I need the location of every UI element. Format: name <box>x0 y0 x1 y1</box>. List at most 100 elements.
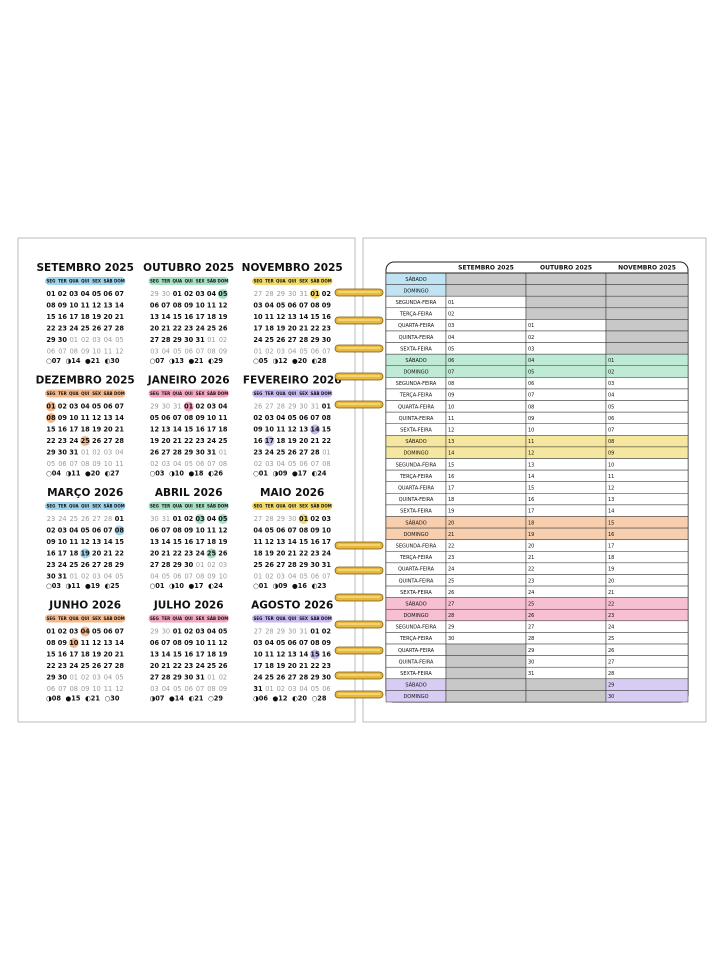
table-cell <box>605 690 689 703</box>
day-number: 02 <box>322 628 332 636</box>
weekday-cell: TERÇA-FEIRA <box>399 312 433 318</box>
day-number: 06 <box>196 460 204 468</box>
table-cell <box>445 655 527 668</box>
table-cell <box>525 400 607 413</box>
month-title: JANEIRO 2026 <box>147 375 230 387</box>
day-number: 11 <box>276 426 286 434</box>
weekday-label: QUI <box>185 616 194 621</box>
day-number: 29 <box>115 561 125 569</box>
day-number: 03 <box>196 628 206 636</box>
day-number: 10 <box>322 527 332 535</box>
date-cell: 30 <box>528 659 534 665</box>
weekday-label: SEG <box>150 391 159 396</box>
moon-phase: ○28 <box>312 695 327 703</box>
weekday-label: DOM <box>218 278 229 283</box>
date-cell: 18 <box>448 497 454 503</box>
moon-phase: ●17 <box>189 582 204 590</box>
day-number: 10 <box>265 426 275 434</box>
table-cell <box>525 551 607 564</box>
day-number: 07 <box>58 348 66 356</box>
day-number: 04 <box>173 460 181 468</box>
moon-phase: ●17 <box>292 470 307 478</box>
table-cell <box>445 330 527 343</box>
day-number: 07 <box>115 403 125 411</box>
day-number: 09 <box>81 348 89 356</box>
table-cell <box>525 527 607 540</box>
day-number: 28 <box>104 515 112 523</box>
table-cell <box>605 620 689 633</box>
day-number: 28 <box>115 325 125 333</box>
table-cell <box>525 481 607 494</box>
day-number: 15 <box>173 538 183 546</box>
day-number: 05 <box>162 573 170 581</box>
day-number: 02 <box>81 674 89 682</box>
table-cell <box>525 597 607 610</box>
day-number: 26 <box>276 674 286 682</box>
day-number: 29 <box>173 674 183 682</box>
table-cell <box>605 585 689 598</box>
holiday-marker <box>206 548 217 559</box>
day-number: 30 <box>162 628 170 636</box>
weekday-label: TER <box>58 391 67 396</box>
weekday-label: SÁB <box>310 616 319 621</box>
table-cell <box>605 504 689 517</box>
weekday-label: TER <box>265 278 274 283</box>
table-cell <box>445 504 527 517</box>
table-cell <box>605 562 689 575</box>
date-cell: 15 <box>448 462 454 468</box>
day-number: 27 <box>92 561 102 569</box>
table-cell <box>445 481 527 494</box>
day-number: 30 <box>310 561 320 569</box>
day-number: 06 <box>288 639 298 647</box>
day-number: 30 <box>288 515 296 523</box>
day-number: 01 <box>254 348 262 356</box>
day-number: 16 <box>58 651 68 659</box>
day-number: 08 <box>173 639 183 647</box>
day-number: 02 <box>219 336 227 344</box>
day-number: 01 <box>322 403 332 411</box>
day-number: 08 <box>173 527 183 535</box>
day-number: 28 <box>299 336 309 344</box>
day-number: 10 <box>58 538 68 546</box>
day-number: 02 <box>184 290 194 298</box>
day-number: 18 <box>265 662 275 670</box>
day-number: 12 <box>81 538 91 546</box>
day-number: 04 <box>207 515 217 523</box>
day-number: 17 <box>69 313 79 321</box>
weekday-label: QUI <box>288 391 297 396</box>
day-number: 01 <box>299 515 309 523</box>
table-cell <box>445 493 527 506</box>
day-number: 23 <box>310 550 320 558</box>
day-number: 19 <box>92 426 102 434</box>
day-number: 28 <box>310 449 320 457</box>
day-number: 06 <box>47 348 55 356</box>
moon-phase: ●14 <box>169 695 184 703</box>
day-number: 03 <box>150 348 158 356</box>
day-number: 10 <box>207 414 217 422</box>
table-cell <box>605 435 689 448</box>
day-number: 23 <box>47 515 55 523</box>
weekday-label: QUI <box>81 503 90 508</box>
day-number: 26 <box>218 550 228 558</box>
day-number: 26 <box>81 515 89 523</box>
weekday-label: SEX <box>92 391 101 396</box>
day-number: 04 <box>81 290 91 298</box>
table-cell <box>445 411 527 424</box>
day-number: 21 <box>115 313 125 321</box>
date-cell: 01 <box>448 300 454 306</box>
date-cell: 09 <box>448 393 454 399</box>
day-number: 31 <box>173 403 181 411</box>
day-number: 09 <box>92 460 100 468</box>
day-number: 19 <box>218 651 228 659</box>
date-cell: 03 <box>608 381 614 387</box>
table-cell <box>525 504 607 517</box>
day-number: 22 <box>310 325 320 333</box>
day-number: 08 <box>219 460 227 468</box>
table-cell <box>525 690 607 703</box>
day-number: 31 <box>299 290 307 298</box>
date-cell: 18 <box>608 555 614 561</box>
day-number: 05 <box>115 674 123 682</box>
moon-phase: ○01 <box>150 582 165 590</box>
weekday-label: DOM <box>321 616 332 621</box>
day-number: 03 <box>253 639 263 647</box>
